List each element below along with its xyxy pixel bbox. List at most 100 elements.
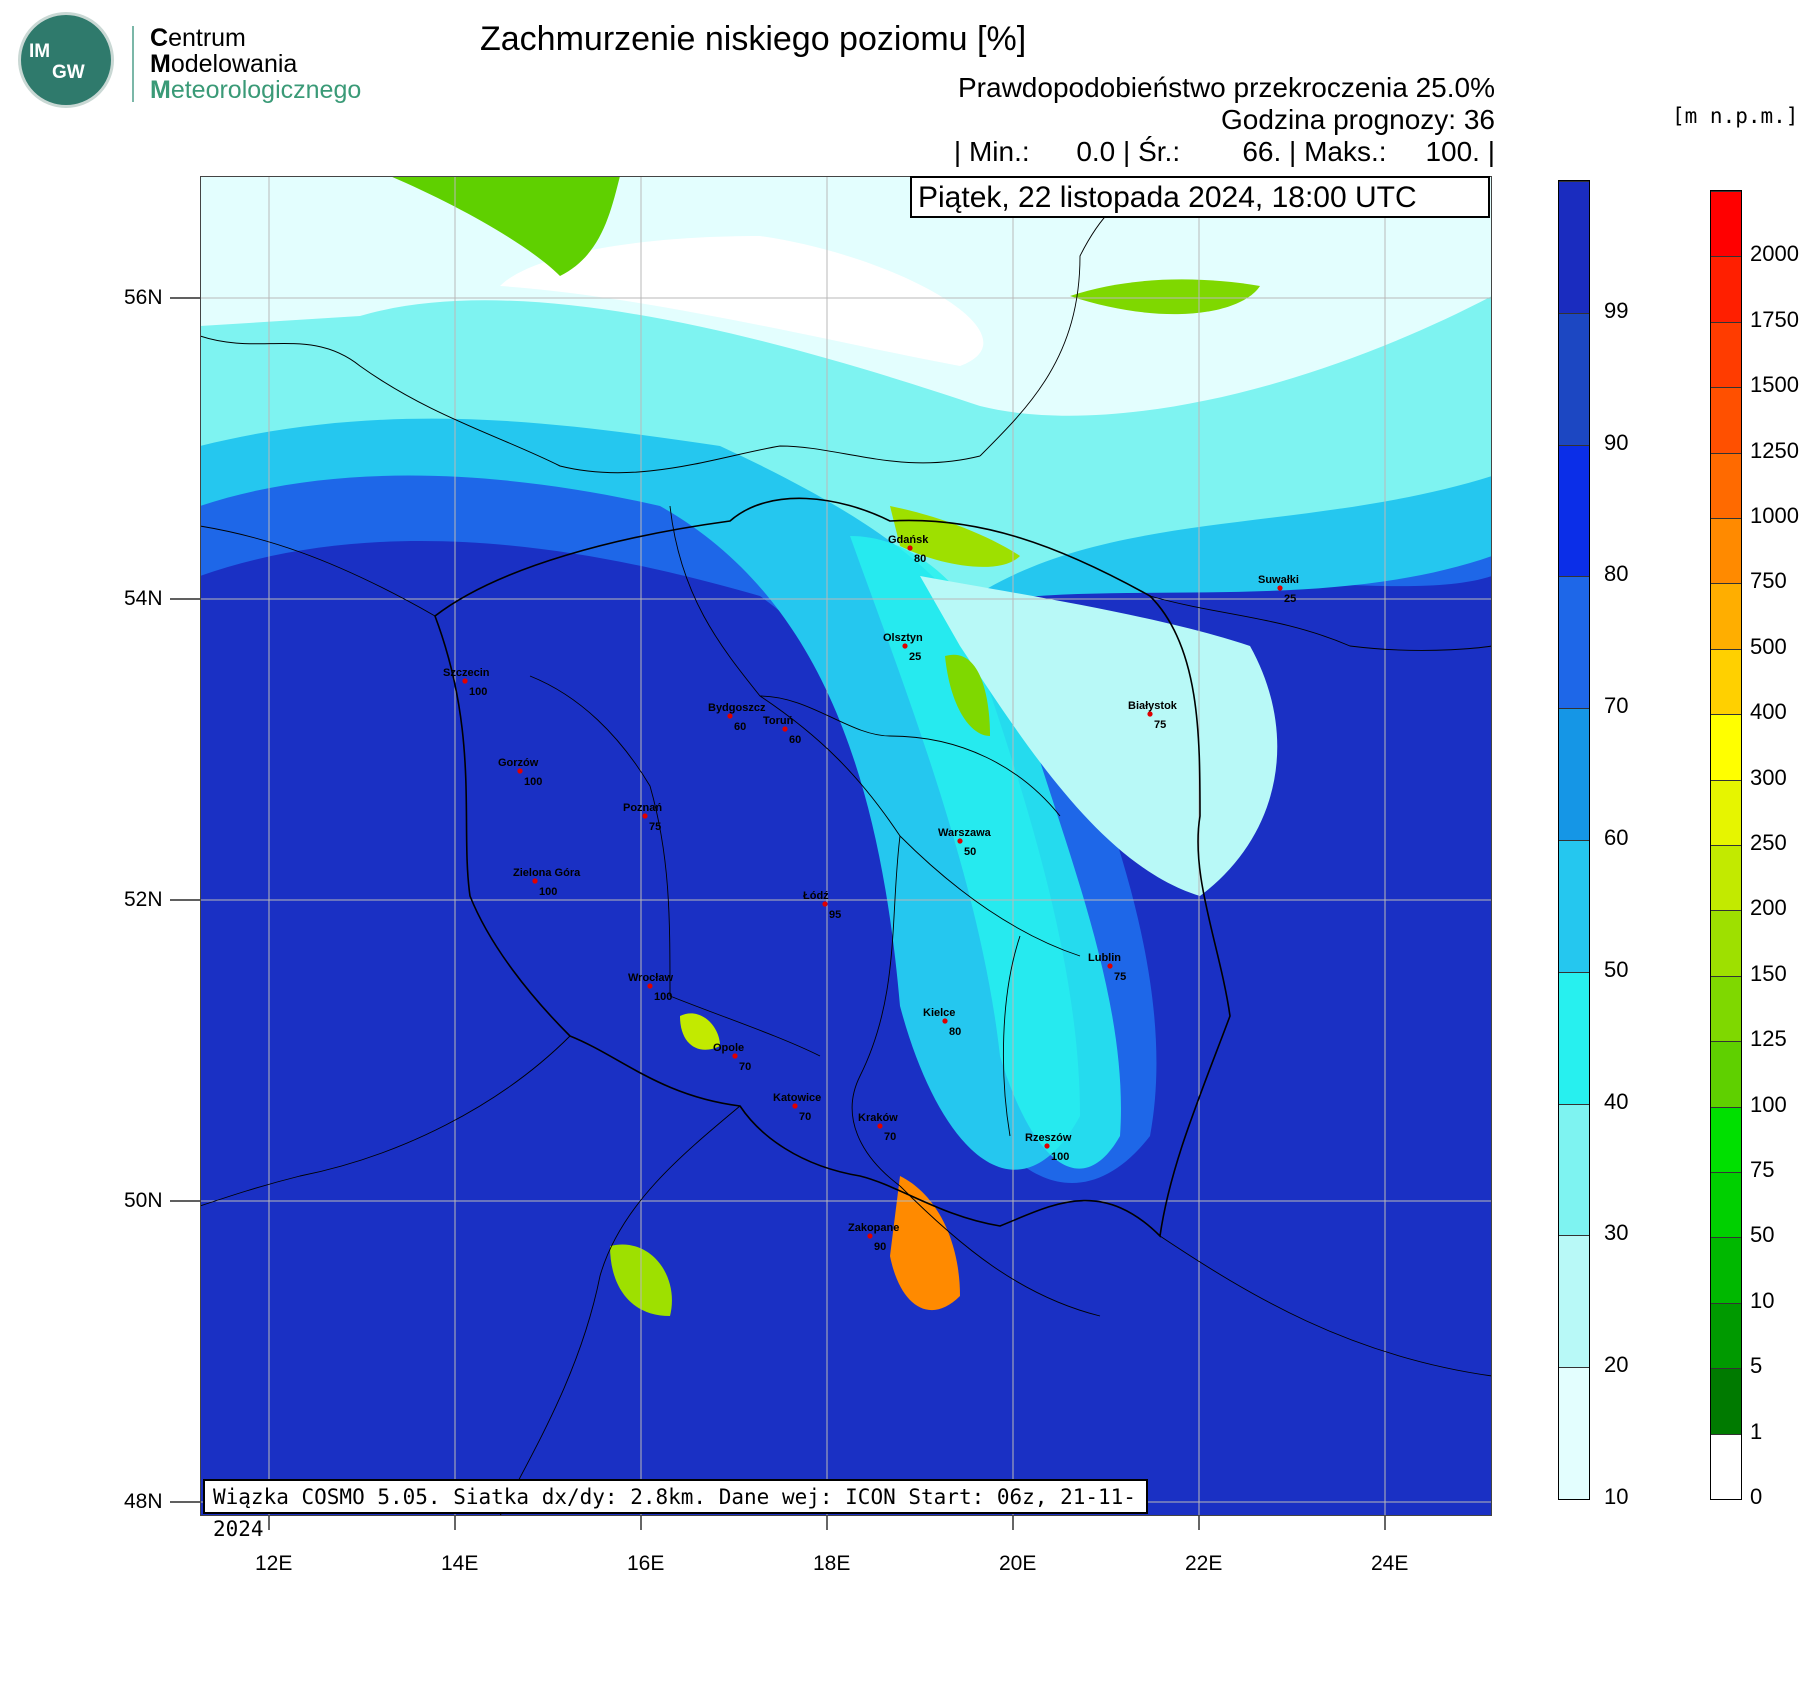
city-dot <box>942 1018 948 1024</box>
city-value: 70 <box>799 1111 811 1123</box>
lon-ticks <box>268 1516 1386 1530</box>
logo-line-1-cap: C <box>150 24 169 52</box>
cb-height-label: 125 <box>1750 1026 1787 1052</box>
terrain-latvia <box>1070 279 1260 315</box>
cb-cloud-segment <box>1559 181 1589 314</box>
cb-cloud-segment <box>1559 708 1589 841</box>
cb-height-label: 50 <box>1750 1222 1775 1248</box>
city-dot <box>1147 711 1153 717</box>
cb-height-label: 200 <box>1750 895 1787 921</box>
city-value: 100 <box>654 991 672 1003</box>
city-value: 80 <box>914 553 926 565</box>
logo-line-2-cap: M <box>150 50 171 78</box>
cb-height-segment <box>1711 191 1741 257</box>
cb-height-segment <box>1711 975 1741 1042</box>
cb-cloud-label: 20 <box>1604 1352 1629 1378</box>
logo-badge-line1: IM <box>29 41 51 62</box>
forecast-hour-label: Godzina prognozy: 36 <box>1221 104 1495 135</box>
logo-line-3-rest: eteorologicznego <box>170 76 362 104</box>
city-name: Szczecin <box>443 667 490 679</box>
cb-height-label: 1 <box>1750 1418 1763 1444</box>
city-name: Wrocław <box>628 972 673 984</box>
city-name: Toruń <box>763 715 794 727</box>
cb-height-label: 0 <box>1750 1484 1763 1509</box>
city-dot <box>822 901 828 907</box>
city-value: 25 <box>1284 593 1296 605</box>
cb-height-label: 75 <box>1750 1157 1775 1182</box>
cb-height-segment <box>1711 1172 1741 1238</box>
city-markers: Gdańsk 80 Suwałki 25 Olsztyn 25 Szczecin 100 Byd… <box>443 534 1299 1253</box>
city-dot <box>867 1233 873 1239</box>
lon-label-24e: 24E <box>1371 1552 1409 1575</box>
cb-height-label: 500 <box>1750 633 1787 659</box>
logo-line-2: Modelowania <box>150 52 297 77</box>
imgw-emblem-icon <box>18 12 114 108</box>
cb-height-label: 250 <box>1750 830 1787 855</box>
city-name: Lublin <box>1088 952 1121 964</box>
cb-height-label: 2000 <box>1750 241 1799 267</box>
cb-height-segment <box>1711 518 1741 584</box>
lon-label-14e: 14E <box>441 1552 479 1575</box>
cb-height-label: 10 <box>1750 1287 1775 1313</box>
baltic-coastline <box>200 335 981 474</box>
city-dot <box>782 726 788 732</box>
cb-cloud-label: 50 <box>1604 956 1629 982</box>
city-value: 70 <box>884 1131 896 1143</box>
cb-cloud-segment <box>1559 576 1589 709</box>
cb-height-segment <box>1711 1368 1741 1435</box>
city-value: 75 <box>649 821 661 833</box>
city-dot <box>532 878 538 884</box>
lon-label-22e: 22E <box>1185 1552 1223 1575</box>
logo-line-3: Meteorologicznego <box>150 78 361 103</box>
lon-label-18e: 18E <box>813 1552 851 1575</box>
probability-label: Prawdopodobieństwo przekroczenia 25.0% <box>958 72 1495 103</box>
lat-ticks <box>170 297 200 1503</box>
poland-border <box>434 497 1231 1238</box>
city-dot <box>647 983 653 989</box>
logo-line-1-rest: entrum <box>168 24 246 52</box>
city-dot <box>462 678 468 684</box>
city-dot <box>792 1103 798 1109</box>
cb-cloud-label: 40 <box>1604 1088 1629 1114</box>
logo-divider <box>132 26 134 102</box>
lon-label-12e: 12E <box>255 1552 293 1575</box>
city-dot <box>1277 585 1283 591</box>
logo-badge-line2: GW <box>52 62 85 83</box>
city-name: Gorzów <box>498 757 539 769</box>
city-dot <box>902 643 908 649</box>
cb-cloud-segment <box>1559 1235 1589 1368</box>
city-name: Zielona Góra <box>513 867 581 879</box>
city-value: 100 <box>539 886 557 898</box>
cb-height-label: 1000 <box>1750 503 1799 528</box>
cb-height-label: 1250 <box>1750 437 1799 463</box>
cb-cloud-segment <box>1559 840 1589 973</box>
cb-height-segment <box>1711 1302 1741 1369</box>
cb-cloud-segment <box>1559 971 1589 1105</box>
cb-height-label: 100 <box>1750 1091 1787 1117</box>
logo-line-3-cap: M <box>150 76 171 104</box>
city-value: 75 <box>1114 971 1126 983</box>
cb-height-segment <box>1711 256 1741 323</box>
city-name: Katowice <box>773 1092 821 1104</box>
city-dot <box>907 545 913 551</box>
cb-cloud-label: 80 <box>1604 561 1629 587</box>
cb-height-segment <box>1711 845 1741 911</box>
city-name: Białystok <box>1128 700 1178 712</box>
city-name: Suwałki <box>1258 574 1299 586</box>
city-dot <box>1107 963 1113 969</box>
city-value: 90 <box>874 1241 886 1253</box>
cb-cloud-label: 70 <box>1604 693 1629 719</box>
cb-height-segment <box>1711 1106 1741 1173</box>
cb-height-segment <box>1711 1041 1741 1108</box>
lon-label-20e: 20E <box>999 1552 1037 1575</box>
city-dot <box>877 1123 883 1129</box>
lat-label-54n: 54N <box>124 587 163 610</box>
cb-cloud-label: 60 <box>1604 825 1629 850</box>
voivodeship-borders <box>529 505 1081 1187</box>
cb-height-segment <box>1711 1237 1741 1304</box>
city-value: 60 <box>734 721 746 733</box>
city-name: Gdańsk <box>888 534 929 546</box>
map-border <box>200 176 1492 1516</box>
cb-cloud-segment <box>1559 444 1589 577</box>
city-value: 100 <box>524 776 542 788</box>
